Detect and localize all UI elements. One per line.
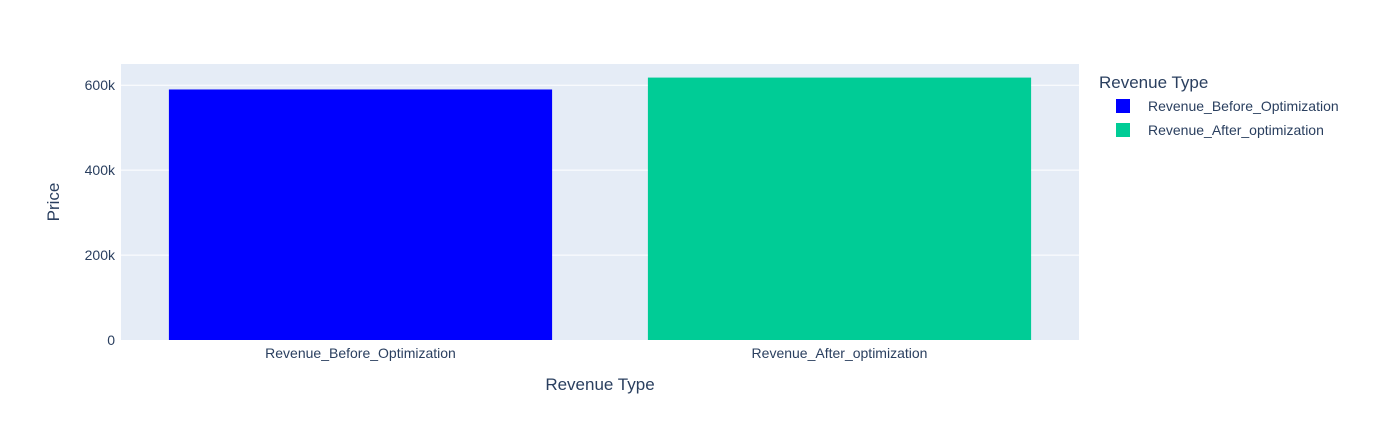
x-axis-title: Revenue Type bbox=[545, 375, 654, 394]
legend-swatch bbox=[1116, 123, 1130, 137]
x-tick-label: Revenue_Before_Optimization bbox=[265, 345, 456, 361]
x-axis-ticks: Revenue_Before_Optimization Revenue_After… bbox=[265, 345, 927, 361]
y-axis-ticks: 0 200k 400k 600k bbox=[85, 77, 116, 348]
legend-label: Revenue_After_optimization bbox=[1148, 122, 1324, 138]
legend-items: Revenue_Before_Optimization Revenue_After… bbox=[1116, 98, 1339, 138]
legend: Revenue Type Revenue_Before_Optimization… bbox=[1099, 73, 1339, 138]
legend-title: Revenue Type bbox=[1099, 73, 1208, 92]
legend-swatch bbox=[1116, 99, 1130, 113]
bars bbox=[168, 77, 1032, 340]
legend-item[interactable]: Revenue_Before_Optimization bbox=[1116, 98, 1339, 114]
bar-revenue-after-optimization[interactable] bbox=[647, 77, 1032, 340]
y-tick-label: 200k bbox=[85, 247, 116, 263]
x-tick-label: Revenue_After_optimization bbox=[752, 345, 928, 361]
legend-label: Revenue_Before_Optimization bbox=[1148, 98, 1339, 114]
y-tick-label: 400k bbox=[85, 162, 116, 178]
y-tick-label: 600k bbox=[85, 77, 116, 93]
y-axis-title: Price bbox=[44, 183, 63, 222]
legend-item[interactable]: Revenue_After_optimization bbox=[1116, 122, 1324, 138]
bar-revenue-before-optimization[interactable] bbox=[168, 89, 553, 340]
y-tick-label: 0 bbox=[107, 332, 115, 348]
